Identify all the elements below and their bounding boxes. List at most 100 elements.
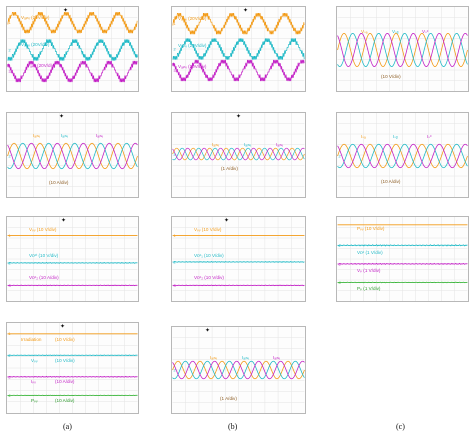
scope-panel-b1: 1 2 3 ✦ Vₐᵢₙᵥ (20V/div) Vₐᵢₙᵥ (20V/div) Vₐ… (171, 6, 306, 92)
waveform-trace-d (337, 281, 468, 284)
scale-label: (10 V/div) (381, 74, 401, 79)
channel-marker: 2 (174, 259, 176, 264)
channel-marker: 2 (174, 151, 176, 156)
trace-label-icinv: Iₐᵢₙᵥ (276, 142, 284, 147)
waveform-trace-c (7, 60, 138, 83)
channel-marker: 1 (174, 233, 176, 238)
waveform-plot: 2 (337, 113, 468, 197)
trace-label-vp: Vₚ (1 V/div) (357, 268, 381, 273)
waveform-trace-c (7, 375, 138, 378)
trace-label-pp: Pₚ (1 V/div) (357, 286, 381, 291)
waveform-trace-c (172, 284, 305, 287)
waveform-trace-b (172, 360, 305, 380)
waveform-plot (337, 7, 468, 91)
waveform-trace-a (7, 12, 138, 34)
caption-b: (b) (228, 422, 238, 431)
waveform-trace-b (7, 261, 138, 264)
waveform-trace-b (7, 142, 138, 170)
channel-marker: 4 (339, 280, 342, 285)
channel-marker: 3 (339, 261, 341, 266)
waveform-plot: 2 (172, 327, 305, 413)
waveform-trace-b (7, 39, 138, 61)
channel-marker: 2 (174, 46, 176, 51)
trace-label-icinv: Iₐᵢₙᵥ (273, 355, 281, 360)
waveform-trace-a (172, 360, 305, 380)
waveform-trace-a (172, 12, 305, 35)
channel-marker: 2 (8, 353, 10, 358)
waveform-trace-c (337, 262, 468, 265)
channel-marker: 1 (9, 20, 11, 25)
waveform-trace-c (172, 147, 305, 161)
trace-label-iainv: Iₐᵢₙᵥ (33, 133, 41, 138)
scale-label: (1 A/div) (220, 396, 237, 401)
scope-panel-c1: Vₛₐ Vₛᵦ Vₛᶜ (10 V/div) (336, 6, 469, 92)
waveform-trace-b (7, 354, 138, 357)
scale-label: (1 A/div) (221, 166, 238, 171)
trace-label-vcinv: Vₐᵢₙᵥ (20V/div) (178, 64, 207, 69)
waveform-trace-a (337, 32, 468, 67)
trace-label-icinv: Iₐᵢₙᵥ (96, 133, 104, 138)
trace-label-vdc2: Vᴅᶜ₂ (10 V/div) (194, 275, 224, 280)
scope-panel-a3: 1 2 3 ✦ Vₚᵥ (10 V/div) Vᴅᶜᵗ (10 V/div) Vᴅᶜ… (6, 216, 139, 302)
trace-label-iainv: Iₐᵢₙᵥ (212, 142, 220, 147)
waveform-trace-b (172, 147, 305, 161)
trace-label-vsc: Vₛᶜ (422, 29, 429, 34)
channel-marker: 4 (8, 393, 11, 398)
waveform-plot: 1 2 3 (172, 217, 305, 301)
waveform-trace-a (172, 147, 305, 161)
trigger-icon: ✦ (224, 217, 230, 224)
trace-label-vainv: Vₐᵢₙᵥ (20V/div) (21, 15, 50, 20)
trigger-icon: ✦ (205, 327, 211, 334)
channel-marker: 3 (174, 283, 176, 288)
waveform-trace-c (337, 143, 468, 169)
trace-label-vainv: Vₐᵢₙᵥ (20V/div) (178, 16, 207, 21)
trace-label-ppv: Pₚᵥ (31, 398, 38, 403)
trace-label-irradiation: Irradiation (21, 337, 42, 342)
scale-label: (10 V/div) (55, 337, 75, 342)
scope-panel-a1: 1 2 3 ✦ Vₐᵢₙᵥ (20V/div) Vₐᵢₙᵥ (20V/div) Vₐ… (6, 6, 139, 92)
trigger-icon: ✦ (243, 7, 249, 14)
waveform-trace-b (337, 32, 468, 67)
caption-c: (c) (396, 422, 405, 431)
waveform-plot: 2 (7, 113, 138, 197)
trace-label-vpv: Vₚᵥ (10 V/div) (29, 227, 57, 232)
channel-marker: 3 (8, 374, 10, 379)
trace-label-vcinv: Vₐᵢₙᵥ (20V/div) (27, 63, 56, 68)
scope-panel-c2: 2 Iₛₐ Iₛᵦ Iₛᶜ (10 A/div) (336, 112, 469, 198)
trigger-icon: ✦ (236, 113, 242, 120)
channel-marker: 2 (9, 47, 11, 52)
caption-a: (a) (63, 422, 72, 431)
trace-label-ibinv: Iₐᵢₙᵥ (61, 133, 69, 138)
trace-label-vdc: Vᴅᶜ (1 V/div) (357, 250, 383, 255)
channel-marker: 3 (9, 69, 11, 74)
trace-label-vdc1: Vᴅᶜ₁ (10 V/div) (194, 253, 224, 258)
trace-label-vpv: Vₚᵥ (31, 358, 38, 363)
waveform-trace-c (172, 59, 305, 82)
trace-label-vdc1: Vᴅᶜᵗ (10 V/div) (29, 253, 59, 258)
channel-marker: 3 (174, 68, 176, 73)
scope-panel-b4: 2 ✦ Iₐᵢₙᵥ Iₐᵢₙᵥ Iₐᵢₙᵥ (1 A/div) (171, 326, 306, 414)
waveform-trace-b (337, 143, 468, 169)
trace-label-iainv: Iₐᵢₙᵥ (210, 355, 218, 360)
trigger-icon: ✦ (63, 7, 69, 14)
waveform-trace-c (7, 284, 138, 287)
trace-label-ipv: Iₚᵥ (31, 379, 36, 384)
trace-label-ibinv: Iₐᵢₙᵥ (242, 355, 250, 360)
scale-label: (10 A/div) (49, 180, 69, 185)
scope-panel-b2: 2 ✦ Iₐᵢₙᵥ Iₐᵢₙᵥ Iₐᵢₙᵥ (1 A/div) (171, 112, 306, 198)
waveform-plot: 2 3 4 (337, 217, 468, 301)
trace-label-vbinv: Vₐᵢₙᵥ (20V/div) (178, 43, 207, 48)
channel-marker: 2 (9, 153, 11, 158)
trigger-icon: ✦ (61, 217, 67, 224)
trace-label-isc: Iₛᶜ (427, 134, 432, 139)
waveform-trace-c (172, 360, 305, 380)
trace-label-vsa: Vₛₐ (361, 29, 368, 34)
waveform-trace-b (172, 261, 305, 263)
trace-label-isa: Iₛₐ (361, 134, 366, 139)
channel-marker: 2 (174, 367, 176, 372)
waveform-trace-c (7, 142, 138, 170)
trigger-icon: ✦ (59, 113, 65, 120)
waveform-trace-a (7, 142, 138, 170)
waveform-trace-a (337, 143, 468, 169)
trace-label-isb: Iₛᵦ (393, 134, 398, 139)
